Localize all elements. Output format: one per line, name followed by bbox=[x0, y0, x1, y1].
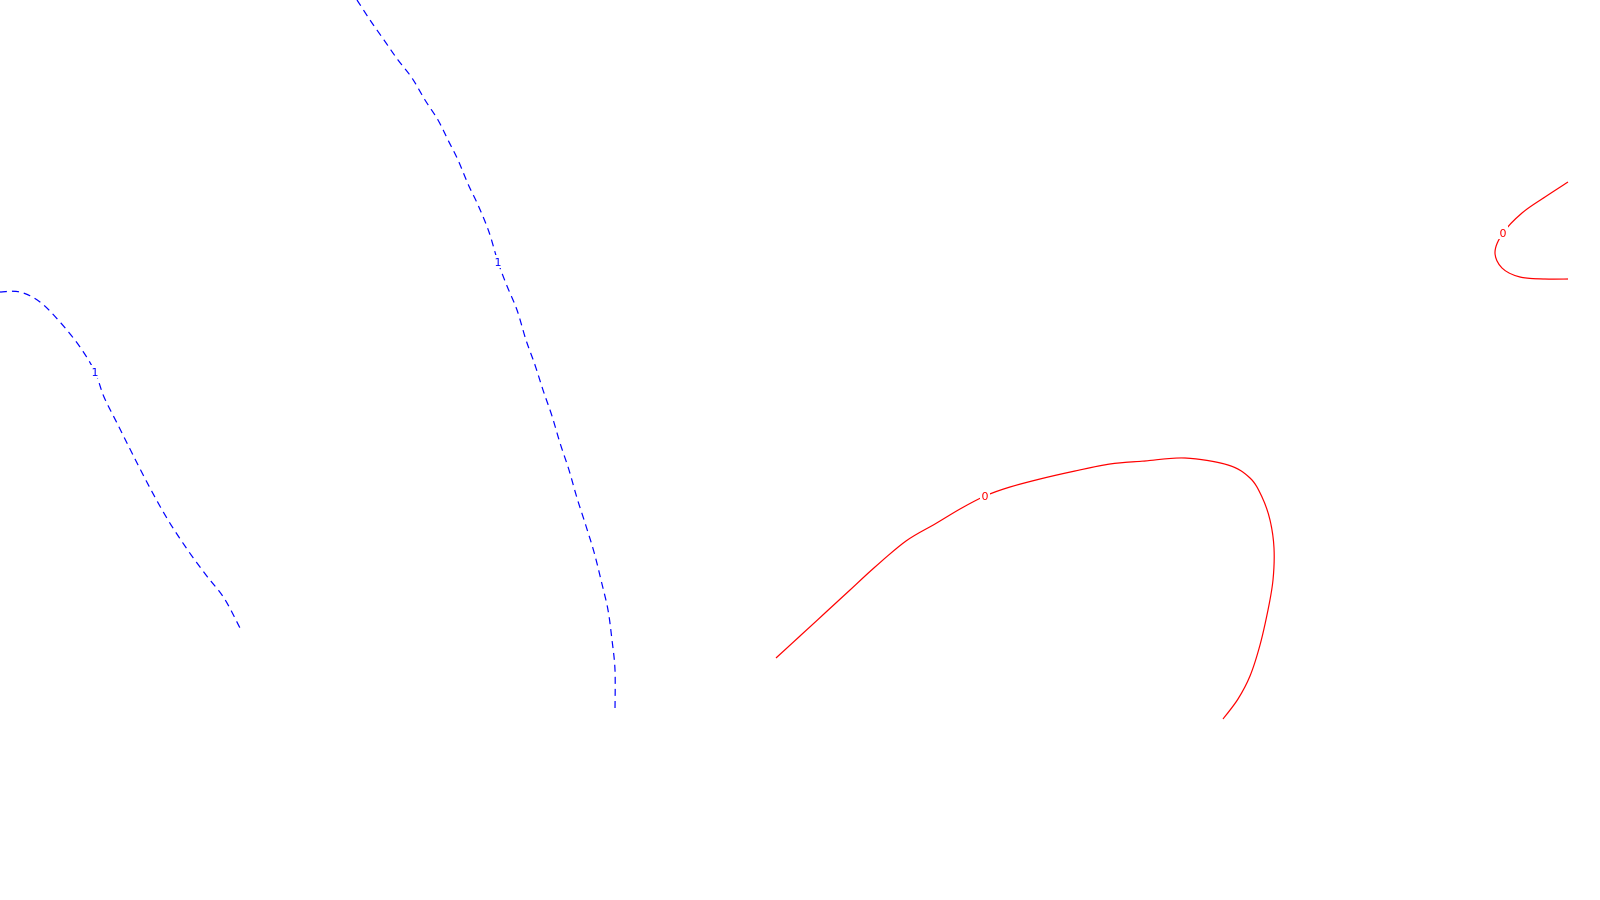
contour-level-label: 0 bbox=[1500, 227, 1507, 240]
contour-lines bbox=[0, 0, 1569, 720]
contour-label-background bbox=[90, 365, 100, 378]
contour-label-background bbox=[493, 255, 503, 268]
contour-label-background bbox=[980, 489, 990, 502]
contour-level-label: 1 bbox=[495, 256, 502, 269]
blue-dashed-contour-segment-2 bbox=[356, 0, 616, 711]
red-solid-contour-segment-1 bbox=[775, 457, 1275, 720]
contour-labels: 1 1 0 0 bbox=[90, 226, 1508, 503]
red-solid-contour-segment-2 bbox=[1494, 181, 1569, 280]
contour-level-label: 0 bbox=[982, 490, 989, 503]
blue-dashed-contour-segment-1 bbox=[0, 290, 241, 629]
contour-label-background bbox=[1498, 226, 1508, 239]
contour-level-label: 1 bbox=[92, 366, 99, 379]
